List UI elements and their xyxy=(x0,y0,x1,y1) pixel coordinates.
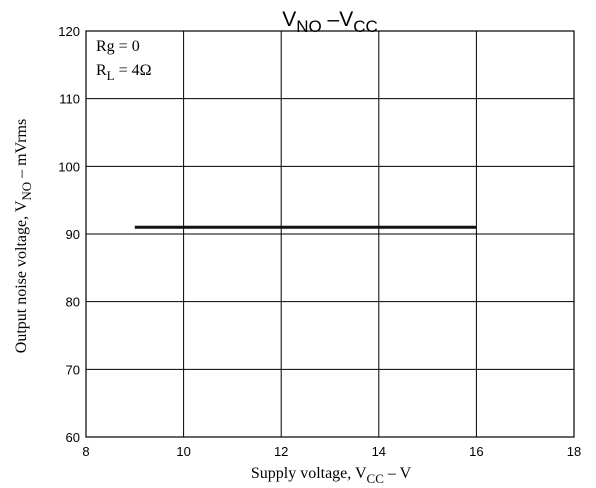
x-axis-label: Supply voltage, VCC – V xyxy=(251,465,412,486)
title-sep: –V xyxy=(322,8,354,31)
title-main-sub: NO xyxy=(296,17,322,36)
y-tick-label-0: 60 xyxy=(66,430,80,445)
plot-frame xyxy=(85,30,575,438)
y-tick-label-3: 90 xyxy=(66,227,80,242)
x-axis-label-main: Supply voltage, V xyxy=(251,465,367,482)
annotation-rg: Rg = 0 xyxy=(96,38,140,55)
x-tick-label-0: 8 xyxy=(82,444,89,459)
y-axis-label-sub: NO xyxy=(19,182,34,201)
title-main: V xyxy=(282,8,296,31)
x-tick-label-4: 16 xyxy=(469,444,483,459)
annotation-rl-sub: L xyxy=(107,68,115,83)
y-tick-label-5: 110 xyxy=(59,92,80,107)
y-axis-label: Output noise voltage, VNO – mVrms xyxy=(13,119,34,353)
annotation-rl-main: R xyxy=(96,62,107,79)
y-tick-label-6: 120 xyxy=(58,24,80,39)
y-axis-label-main: Output noise voltage, V xyxy=(13,200,30,353)
y-axis-label-tail: – mVrms xyxy=(13,119,30,182)
x-tick-label-1: 10 xyxy=(176,444,190,459)
annotation-rl: RL = 4Ω xyxy=(96,62,152,83)
y-tick-label-2: 80 xyxy=(66,295,80,310)
x-axis-label-sub: CC xyxy=(367,471,384,486)
x-tick-label-5: 18 xyxy=(567,444,581,459)
tick-layer: 8 10 12 14 16 18 60 70 80 90 100 110 120 xyxy=(58,24,581,459)
x-axis-label-tail: – V xyxy=(384,465,412,482)
y-tick-label-4: 100 xyxy=(58,159,80,174)
title-sep-sub: CC xyxy=(353,17,378,36)
grid-layer xyxy=(85,30,575,438)
chart-title: VNO –VCC xyxy=(282,8,378,36)
y-tick-label-1: 70 xyxy=(66,362,80,377)
x-tick-label-2: 12 xyxy=(274,444,288,459)
x-tick-label-3: 14 xyxy=(372,444,386,459)
annotation-rl-tail: = 4Ω xyxy=(115,62,152,79)
